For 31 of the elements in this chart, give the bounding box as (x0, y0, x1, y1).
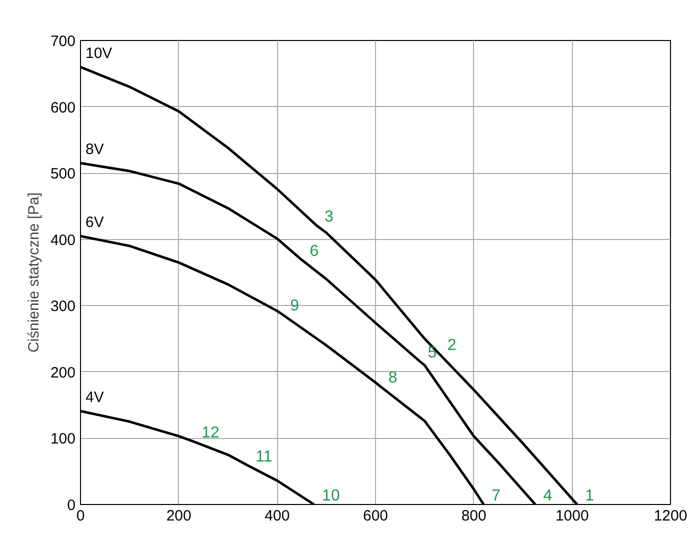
x-tick-label: 400 (264, 508, 290, 524)
y-tick-label: 100 (50, 430, 76, 448)
y-tick-label: 600 (50, 99, 76, 116)
series-label: 6V (86, 214, 104, 232)
annotation: 6 (310, 242, 319, 260)
y-tick-label: 500 (50, 166, 76, 183)
annotation: 12 (202, 424, 220, 442)
x-tick-label: 1200 (654, 508, 688, 524)
y-tick-label: 0 (67, 497, 76, 514)
annotation: 11 (256, 448, 272, 466)
y-tick-label: 300 (50, 298, 76, 316)
annotation: 7 (492, 488, 501, 504)
series-label: 8V (86, 141, 104, 158)
x-tick-label: 800 (461, 508, 486, 524)
annotation: 10 (322, 488, 340, 504)
annotation: 5 (428, 344, 437, 362)
y-tick-label: 400 (50, 232, 76, 249)
annotation: 4 (543, 488, 552, 504)
y-axis-title: Ciśnienie statyczne [Pa] (25, 192, 42, 353)
annotation: 8 (388, 370, 398, 387)
annotation: 9 (290, 297, 300, 314)
series-label: 10V (86, 45, 112, 62)
annotation: 3 (324, 208, 334, 226)
x-tick-label: 200 (166, 508, 192, 524)
y-tick-label: 700 (50, 33, 76, 50)
annotation: 2 (447, 337, 456, 354)
annotation: 1 (585, 488, 594, 504)
x-tick-label: 1000 (555, 508, 589, 524)
series-label: 4V (86, 389, 104, 406)
x-tick-label: 600 (362, 508, 388, 524)
y-tick-label: 200 (50, 364, 76, 382)
